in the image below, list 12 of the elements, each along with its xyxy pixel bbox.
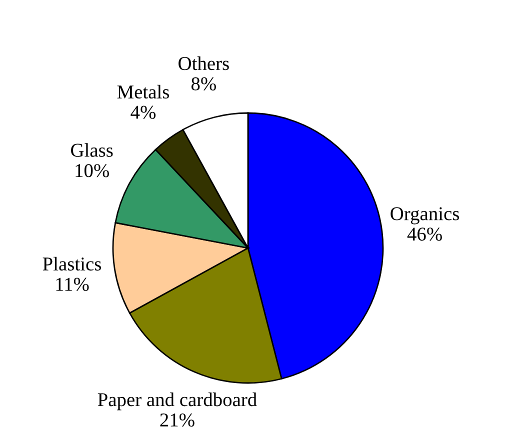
slice-label: Glass — [71, 143, 113, 157]
slice-label: Metals — [117, 84, 170, 99]
data-label: 4% — [130, 106, 156, 119]
slice-label: Organics — [390, 207, 460, 224]
slice-label: Others — [178, 56, 229, 70]
slice-label: Paper and cardboard — [98, 392, 257, 410]
data-label: 10% — [76, 164, 109, 178]
data-label: 46% — [407, 228, 442, 241]
data-label: 21% — [160, 413, 194, 427]
data-label: 8% — [191, 77, 216, 90]
slice-label: Plastics — [42, 256, 101, 271]
data-label: 11% — [56, 278, 89, 291]
